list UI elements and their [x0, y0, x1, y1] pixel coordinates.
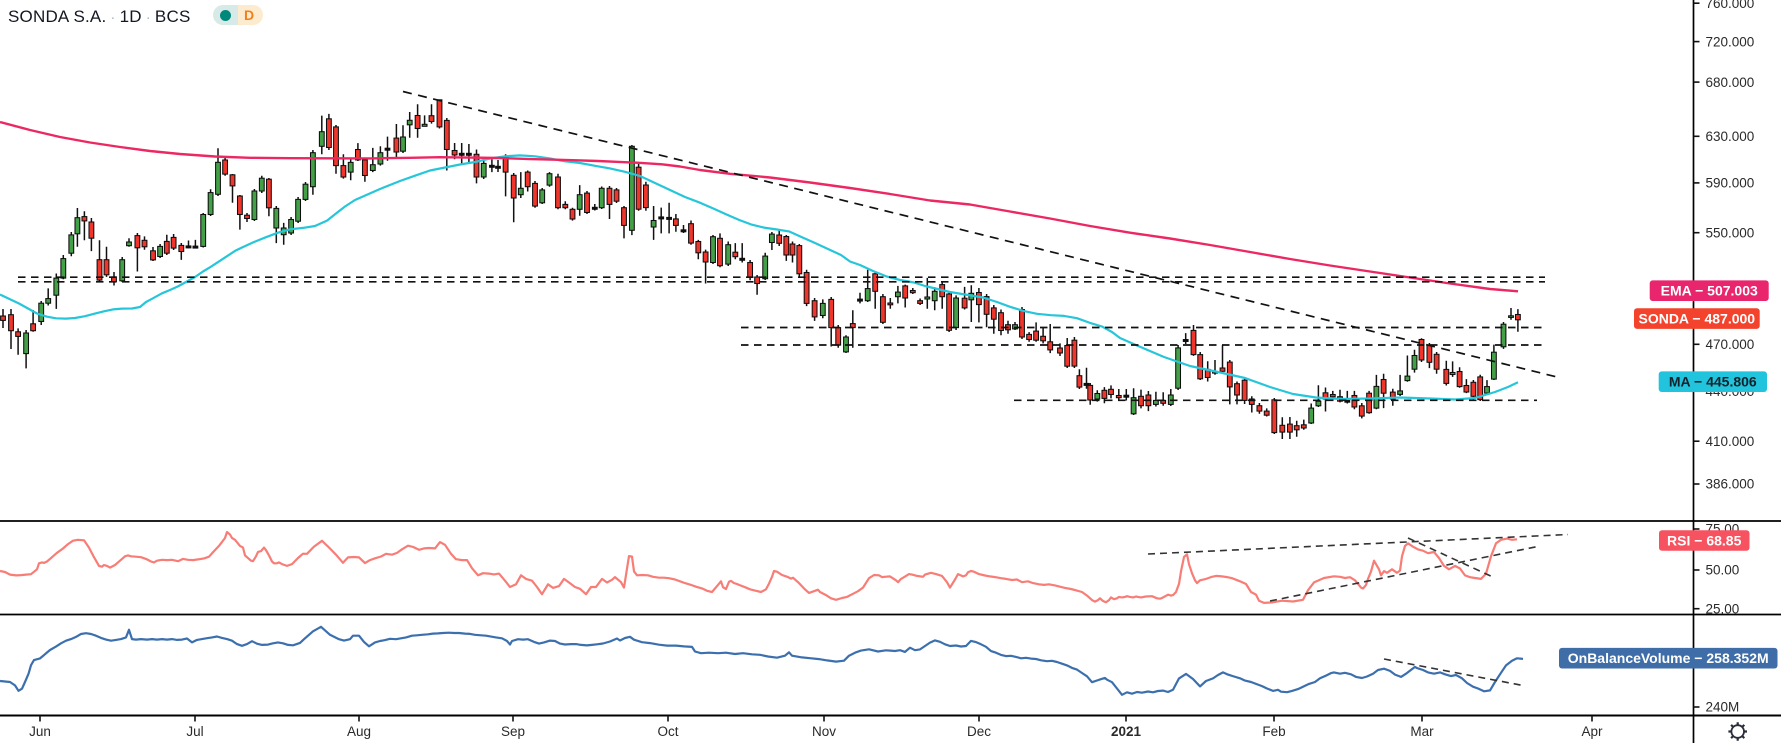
svg-text:410.000: 410.000 — [1706, 434, 1755, 449]
svg-text:720.000: 720.000 — [1706, 34, 1755, 49]
svg-text:25.00: 25.00 — [1706, 601, 1740, 616]
svg-text:Feb: Feb — [1262, 724, 1285, 739]
svg-text:Dec: Dec — [967, 724, 991, 739]
svg-text:590.000: 590.000 — [1706, 176, 1755, 191]
svg-text:Sep: Sep — [501, 724, 525, 739]
svg-text:240M: 240M — [1706, 700, 1740, 715]
svg-text:Aug: Aug — [347, 724, 371, 739]
svg-text:2021: 2021 — [1111, 724, 1142, 739]
svg-text:760.000: 760.000 — [1706, 0, 1755, 11]
svg-text:Jul: Jul — [186, 724, 203, 739]
svg-text:MA − 445.806: MA − 445.806 — [1669, 374, 1757, 390]
svg-text:Oct: Oct — [657, 724, 678, 739]
svg-text:630.000: 630.000 — [1706, 129, 1755, 144]
svg-text:Nov: Nov — [812, 724, 836, 739]
svg-text:680.000: 680.000 — [1706, 75, 1755, 90]
svg-text:Jun: Jun — [29, 724, 51, 739]
svg-text:EMA − 507.003: EMA − 507.003 — [1661, 283, 1758, 299]
svg-text:470.000: 470.000 — [1706, 337, 1755, 352]
svg-text:OnBalanceVolume − 258.352M: OnBalanceVolume − 258.352M — [1568, 650, 1769, 666]
svg-text:386.000: 386.000 — [1706, 477, 1755, 492]
svg-text:50.00: 50.00 — [1706, 563, 1740, 578]
svg-text:Apr: Apr — [1581, 724, 1603, 739]
svg-text:550.000: 550.000 — [1706, 225, 1755, 240]
svg-text:RSI − 68.85: RSI − 68.85 — [1667, 533, 1742, 549]
svg-text:SONDA − 487.000: SONDA − 487.000 — [1638, 311, 1755, 327]
svg-text:Mar: Mar — [1410, 724, 1434, 739]
